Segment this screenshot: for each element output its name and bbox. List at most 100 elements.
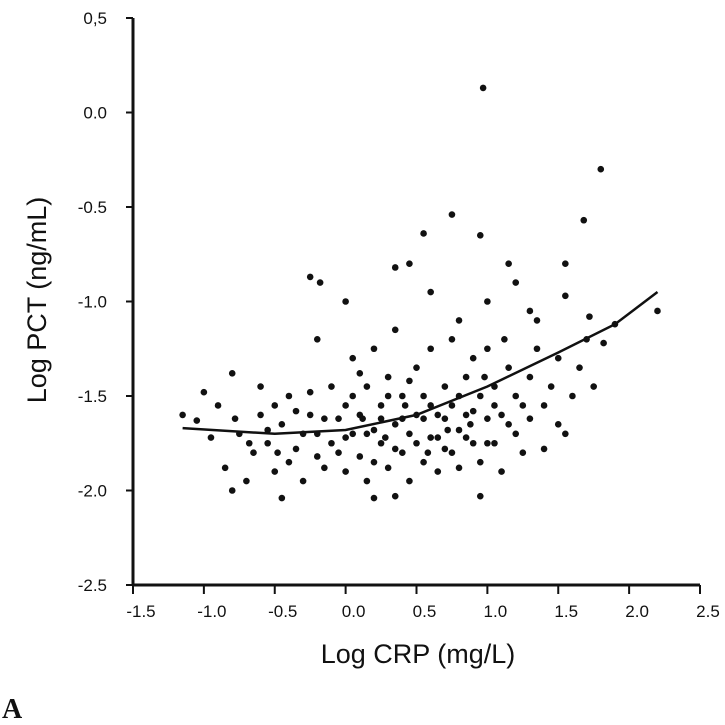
data-point: [335, 449, 342, 457]
data-point: [250, 449, 257, 457]
data-point: [424, 449, 432, 457]
data-point: [245, 439, 253, 447]
x-tick-label: 1.5: [554, 602, 578, 621]
data-point: [420, 415, 427, 422]
data-point: [257, 383, 264, 390]
data-point: [434, 434, 442, 441]
data-point: [342, 402, 349, 409]
data-point: [406, 260, 413, 268]
data-point: [363, 383, 371, 390]
y-tick-label: -0.5: [78, 198, 107, 217]
data-point: [427, 402, 434, 409]
data-point: [243, 477, 250, 485]
data-point: [228, 487, 236, 494]
data-point: [391, 326, 399, 334]
data-point: [420, 230, 427, 237]
data-point: [413, 411, 420, 419]
data-point: [427, 288, 434, 296]
data-point: [384, 392, 392, 400]
data-point: [316, 279, 324, 286]
data-point: [313, 453, 321, 460]
data-point: [512, 430, 520, 438]
data-point: [342, 434, 349, 441]
data-point: [484, 298, 491, 305]
data-point: [505, 421, 512, 428]
data-point: [193, 417, 201, 424]
data-point: [264, 426, 271, 434]
data-point: [349, 392, 357, 400]
data-point: [444, 426, 451, 434]
data-point: [335, 415, 342, 422]
data-point: [569, 392, 576, 400]
data-point: [498, 411, 505, 419]
data-point: [328, 439, 335, 447]
data-point: [221, 464, 229, 472]
data-point: [434, 411, 442, 419]
data-point: [231, 415, 239, 422]
data-point: [356, 370, 364, 377]
data-point: [382, 434, 389, 441]
data-point: [271, 468, 279, 475]
data-point: [200, 388, 208, 396]
data-point: [448, 336, 456, 343]
data-point: [533, 317, 541, 324]
data-point: [580, 216, 588, 224]
data-point: [505, 260, 512, 268]
y-tick-label: -2.0: [78, 482, 107, 501]
data-point: [363, 430, 371, 438]
data-point: [179, 411, 186, 419]
data-point: [547, 383, 555, 390]
data-point: [363, 477, 371, 485]
data-point: [519, 402, 527, 409]
data-point: [554, 354, 562, 362]
y-tick-label: -1.0: [78, 293, 107, 312]
x-tick-label: -0.5: [268, 602, 297, 621]
data-point: [377, 439, 385, 447]
data-point: [413, 364, 420, 371]
data-point: [399, 449, 406, 457]
data-point: [484, 415, 491, 422]
data-point: [391, 445, 399, 453]
data-point: [406, 377, 413, 385]
data-point: [441, 445, 449, 453]
data-point: [321, 415, 328, 422]
data-point: [533, 345, 541, 353]
data-point: [469, 407, 477, 415]
data-point: [349, 430, 357, 438]
data-point: [455, 392, 463, 400]
data-point: [285, 392, 293, 400]
data-point: [313, 430, 321, 438]
data-point: [597, 165, 605, 173]
x-tick-label: 2.0: [625, 602, 649, 621]
data-point: [299, 430, 307, 438]
data-point: [441, 383, 449, 390]
axes: [131, 18, 700, 587]
data-point: [391, 264, 399, 271]
data-point: [359, 415, 366, 422]
data-point: [562, 430, 569, 438]
data-point: [370, 426, 378, 434]
y-tick-label: -1.5: [78, 387, 107, 406]
data-point: [654, 307, 661, 315]
x-axis-label: Log CRP (mg/L): [321, 639, 516, 669]
data-point: [342, 298, 349, 305]
data-point: [526, 307, 534, 315]
data-point: [476, 392, 484, 400]
data-point: [257, 411, 264, 419]
y-tick-label: 0.0: [83, 104, 107, 123]
data-point: [349, 354, 357, 362]
data-point: [586, 313, 593, 320]
data-point: [299, 477, 307, 485]
data-point: [554, 421, 562, 428]
data-point: [441, 415, 449, 422]
data-point: [274, 449, 281, 457]
data-point: [264, 439, 271, 447]
data-point: [370, 494, 378, 502]
data-point: [391, 421, 399, 428]
data-point: [484, 439, 491, 447]
data-point: [384, 373, 392, 381]
data-point: [313, 336, 321, 343]
data-point: [583, 336, 590, 343]
x-tick-label: -1.0: [197, 602, 226, 621]
data-point: [469, 354, 477, 362]
